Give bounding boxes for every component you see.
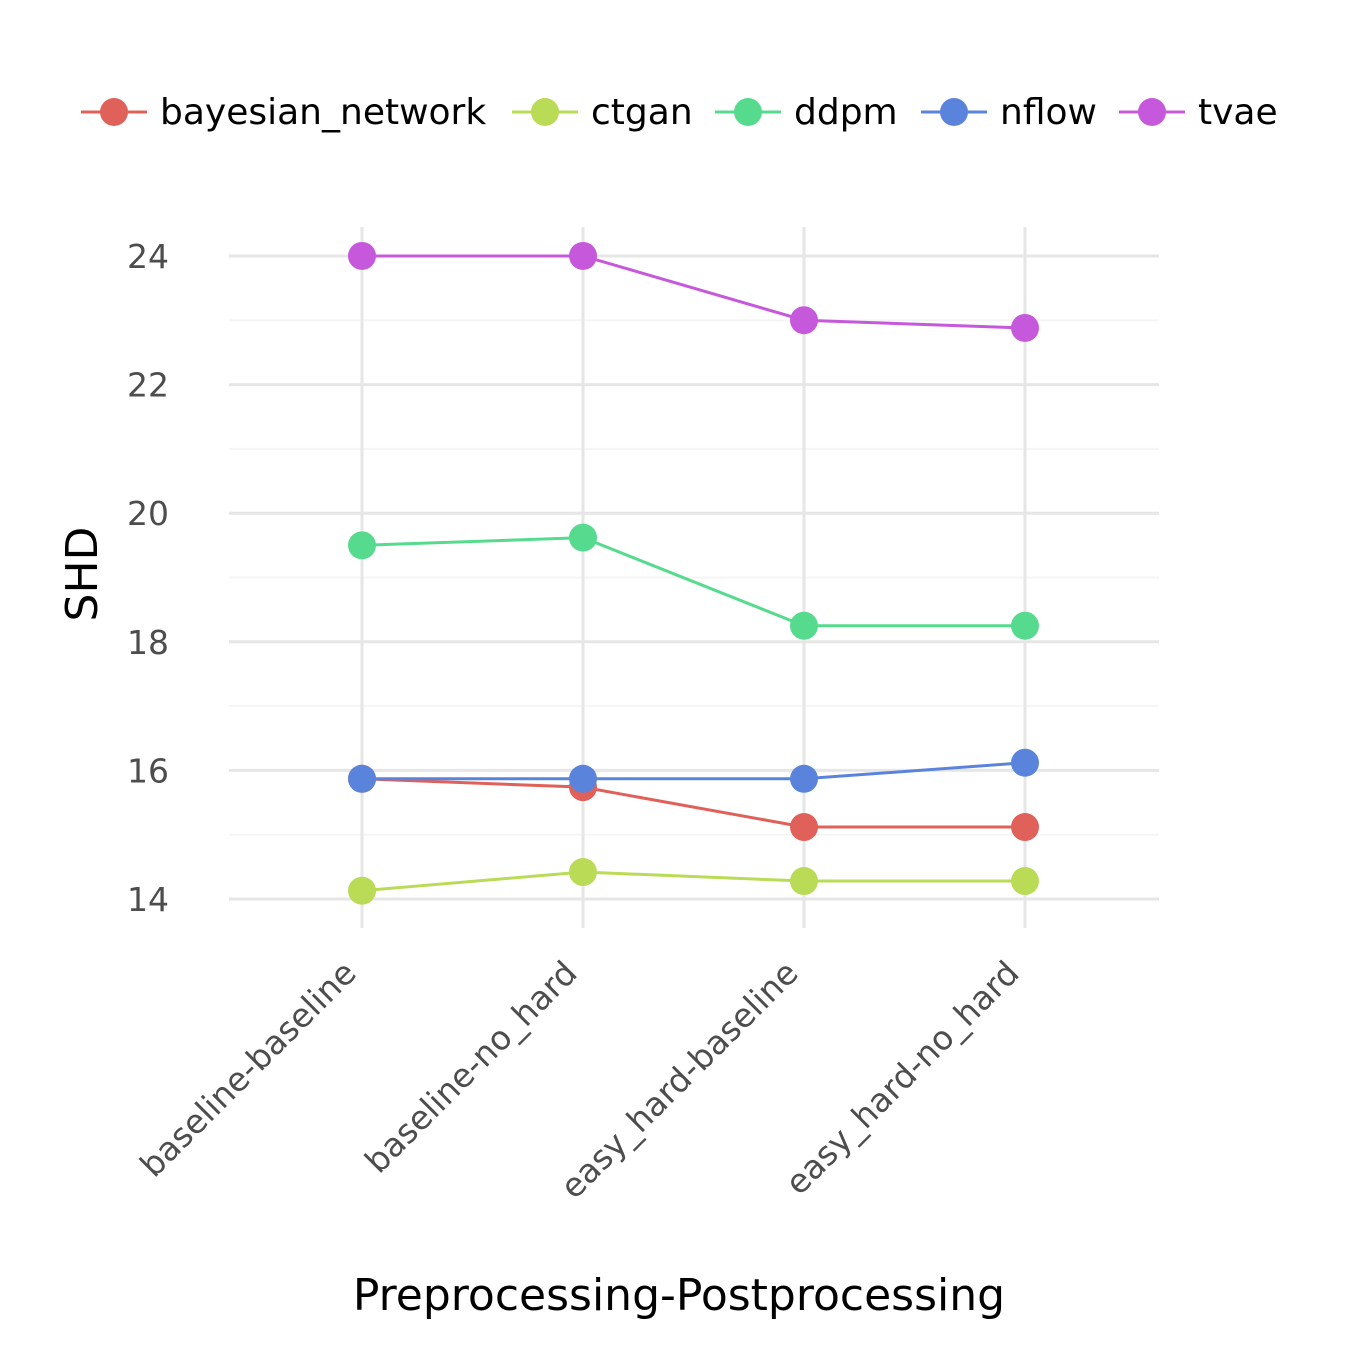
legend-label: tvae	[1198, 92, 1278, 133]
y-axis-title: SHD	[57, 527, 108, 622]
x-axis-ticks: baseline-baselinebaseline-no_hardeasy_ha…	[132, 953, 1026, 1206]
y-tick-label: 24	[127, 237, 169, 276]
legend-label: ctgan	[591, 92, 693, 133]
series-nflow	[348, 748, 1039, 793]
data-point	[1011, 748, 1039, 777]
series-line	[361, 870, 1025, 893]
data-point	[348, 764, 376, 793]
series-line	[361, 777, 1025, 829]
legend-key-point	[531, 98, 559, 126]
series-line	[361, 536, 1025, 628]
y-tick-label: 14	[127, 880, 169, 919]
legend-item: tvae	[1119, 92, 1278, 133]
data-point	[569, 764, 597, 793]
data-point	[569, 523, 597, 552]
series-tvae	[348, 241, 1039, 342]
data-point	[790, 306, 818, 335]
data-point	[569, 858, 597, 887]
y-tick-label: 18	[127, 623, 169, 662]
series-line	[362, 254, 1026, 330]
legend-label: ddpm	[794, 92, 898, 133]
data-point	[790, 611, 818, 640]
x-axis-title: Preprocessing-Postprocessing	[353, 1270, 1005, 1321]
legend-key-point	[100, 98, 128, 126]
x-tick-label: easy_hard-no_hard	[777, 953, 1026, 1202]
x-tick-label: baseline-no_hard	[357, 953, 585, 1181]
series-ctgan	[348, 858, 1039, 905]
legend-item: nflow	[921, 92, 1097, 133]
y-axis-ticks: 14 16 18 20 22 24	[127, 237, 169, 919]
legend: bayesian_network ctgan ddpm nflow tvae	[81, 92, 1278, 133]
legend-item: ctgan	[512, 92, 693, 133]
y-tick-label: 22	[127, 366, 169, 405]
legend-label: nflow	[1000, 92, 1097, 133]
data-point	[790, 764, 818, 793]
data-point	[1011, 611, 1039, 640]
y-tick-label: 16	[127, 751, 169, 790]
data-point	[348, 876, 376, 905]
x-tick-label: easy_hard-baseline	[553, 953, 806, 1206]
data-point	[790, 813, 818, 842]
data-point	[1011, 867, 1039, 896]
series-bayesian-network	[348, 764, 1039, 842]
legend-item: ddpm	[715, 92, 898, 133]
legend-item: bayesian_network	[81, 92, 486, 133]
series-layer	[348, 241, 1039, 905]
legend-key-point	[1138, 98, 1166, 126]
x-tick-label: baseline-baseline	[132, 953, 363, 1184]
legend-key-point	[940, 98, 968, 126]
series-line	[362, 761, 1026, 781]
data-point	[1011, 313, 1039, 342]
legend-label: bayesian_network	[160, 92, 486, 133]
data-point	[569, 241, 597, 270]
series-ddpm	[348, 523, 1039, 640]
data-point	[1011, 813, 1039, 842]
data-point	[348, 241, 376, 270]
y-tick-label: 20	[127, 494, 169, 533]
data-point	[348, 531, 376, 560]
legend-key-point	[734, 98, 762, 126]
data-point	[790, 867, 818, 896]
